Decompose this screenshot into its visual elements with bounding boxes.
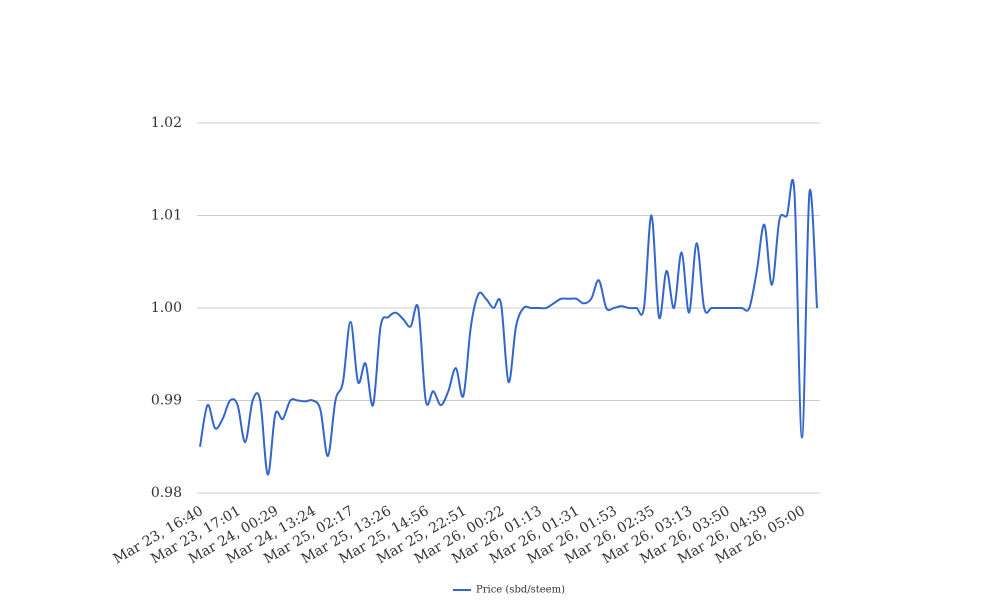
y-tick-label: 0.99	[151, 393, 182, 409]
y-tick-label: 1.00	[151, 300, 182, 316]
y-tick-label: 1.01	[151, 208, 182, 224]
legend-label: Price (sbd/steem)	[476, 585, 565, 596]
series-line	[199, 179, 818, 476]
y-tick-label: 1.02	[151, 115, 182, 131]
y-tick-label: 0.98	[151, 485, 182, 501]
